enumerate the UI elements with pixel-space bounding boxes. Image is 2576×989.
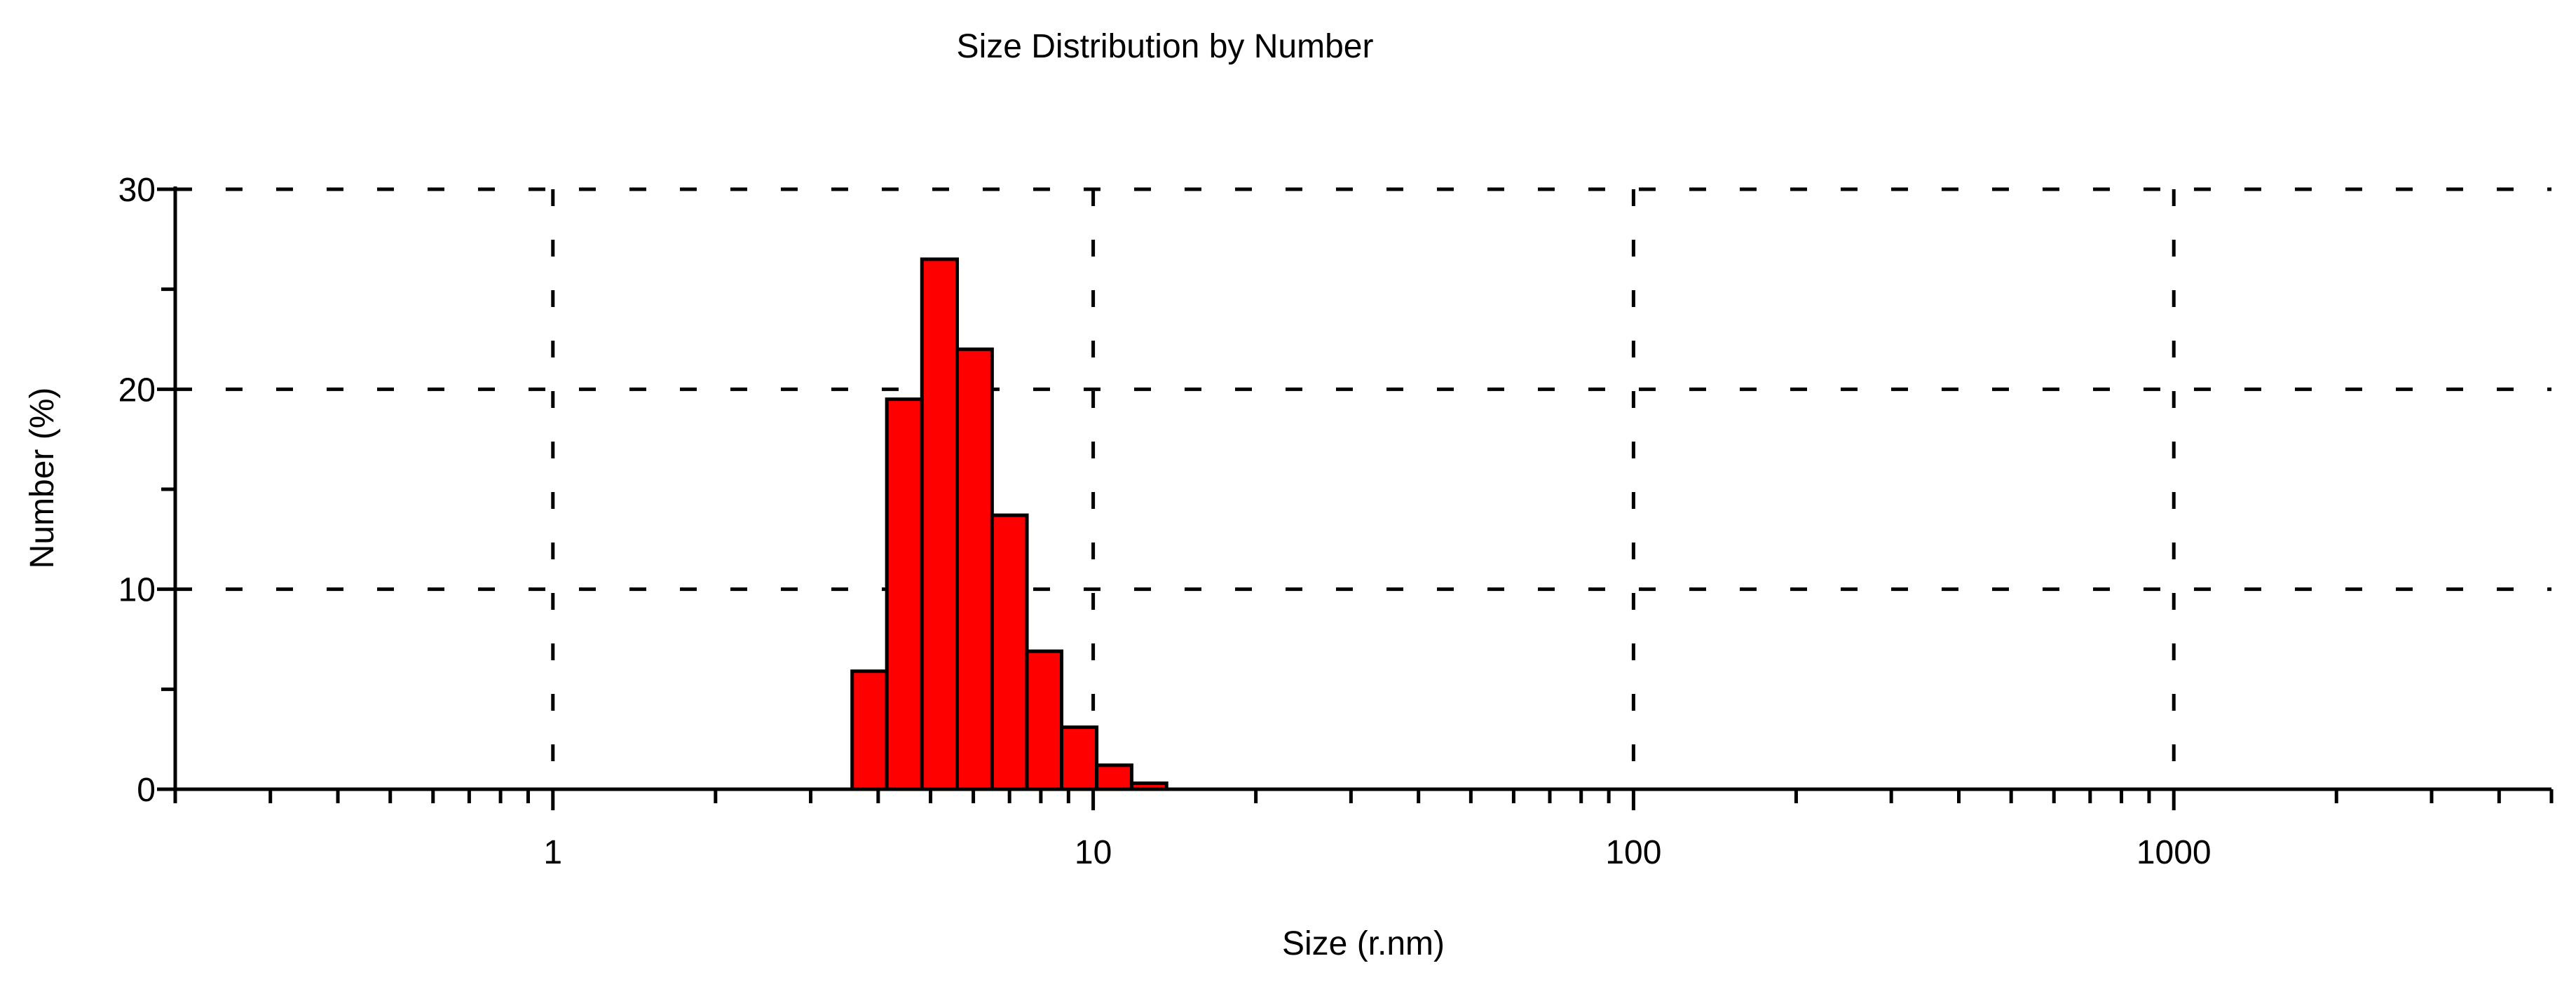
histogram-bar — [990, 513, 1029, 791]
chart-title: Size Distribution by Number — [957, 28, 1374, 65]
x-tick-labels: 1 10 100 1000 — [543, 834, 2211, 871]
histogram-bar — [1060, 725, 1099, 791]
grid-lines — [175, 187, 2551, 789]
axes-group — [157, 186, 2554, 810]
y-tick-label: 0 — [137, 772, 156, 809]
x-axis-label: Size (r.nm) — [1282, 925, 1445, 962]
histogram-bar — [955, 347, 994, 791]
x-tick-label: 1 — [543, 834, 562, 871]
histogram-bar — [885, 397, 924, 791]
y-tick-label: 30 — [118, 172, 156, 209]
histogram-bar — [1095, 763, 1133, 791]
histogram-bar — [1025, 649, 1064, 791]
x-tick-label: 1000 — [2137, 834, 2212, 871]
y-axis-label: Number (%) — [24, 388, 61, 569]
y-tick-labels: 0 10 20 30 — [118, 172, 156, 809]
histogram-bar — [850, 669, 889, 791]
x-tick-label: 10 — [1075, 834, 1112, 871]
x-tick-label: 100 — [1605, 834, 1661, 871]
y-tick-label: 20 — [118, 371, 156, 409]
y-tick-label: 10 — [118, 572, 156, 609]
histogram-bar — [920, 257, 959, 791]
